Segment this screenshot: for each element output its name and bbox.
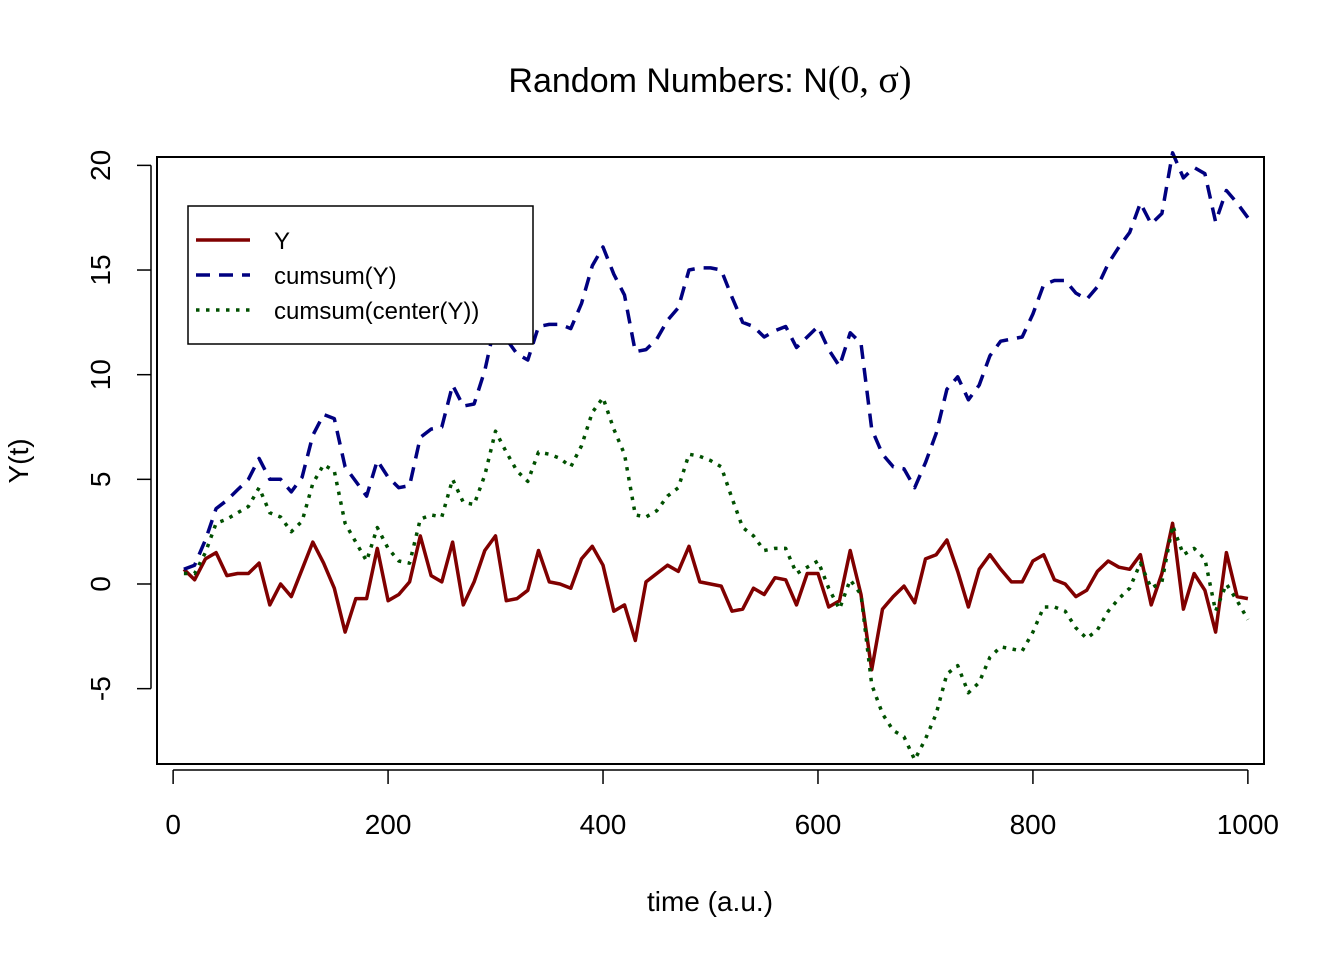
plot-area xyxy=(182,151,1250,762)
legend-label-cumsum: cumsum(Y) xyxy=(274,263,397,290)
x-tick-label: 800 xyxy=(1010,809,1057,840)
x-tick-label: 200 xyxy=(365,809,412,840)
x-tick-label: 400 xyxy=(580,809,627,840)
y-tick-label: -5 xyxy=(85,676,116,701)
plot-frame xyxy=(156,156,1265,765)
x-tick-label: 1000 xyxy=(1217,809,1279,840)
chart-title: Random Numbers: N(0, σ) xyxy=(508,59,911,101)
y-tick-label: 15 xyxy=(85,254,116,285)
chart-title-text: Random Numbers: N xyxy=(508,62,827,100)
chart-title-math: (0, σ) xyxy=(828,59,912,101)
series-line-cumsum xyxy=(183,151,1250,571)
y-axis-label: Y(t) xyxy=(3,438,34,483)
y-axis: -5 0 5 10 15 20 xyxy=(85,150,152,701)
y-tick-label: 10 xyxy=(85,359,116,390)
series-line-cumsum-center xyxy=(183,395,1250,762)
y-tick-label: 20 xyxy=(85,150,116,181)
series-line-y xyxy=(182,521,1249,672)
x-axis: 0 200 400 600 800 1000 xyxy=(165,769,1279,840)
x-tick-label: 600 xyxy=(795,809,842,840)
y-tick-label: 5 xyxy=(85,472,116,488)
y-tick-label: 0 xyxy=(85,576,116,592)
legend: Y cumsum(Y) cumsum(center(Y)) xyxy=(187,205,534,345)
legend-label-y: Y xyxy=(274,228,290,255)
x-tick-label: 0 xyxy=(165,809,181,840)
legend-label-cumsum-center: cumsum(center(Y)) xyxy=(274,298,479,325)
x-axis-label: time (a.u.) xyxy=(647,886,773,917)
